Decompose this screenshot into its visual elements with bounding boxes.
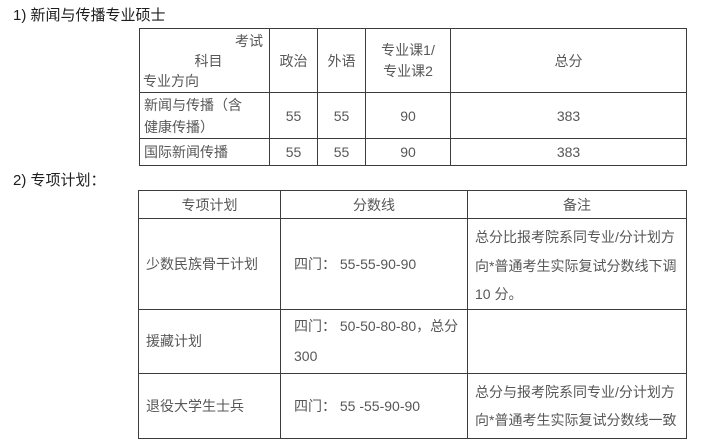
table-row: 援藏计划 四门： 50-50-80-80，总分 300	[138, 308, 687, 374]
section1-heading: 1) 新闻与传播专业硕士	[13, 7, 166, 24]
total-score-cell: 383	[450, 92, 687, 139]
remark-cell	[467, 308, 687, 374]
table-row: 退役大学生士兵 四门： 55 -55-90-90 总分与报考院系同专业/分计划方…	[138, 372, 687, 439]
masters-score-table: 考试 科目 专业方向 政治 外语 专业课1/ 专业课2 总分 新闻与传播（含 健…	[139, 28, 687, 166]
major-direction-cell: 新闻与传播（含 健康传播）	[139, 92, 270, 139]
total-score-column-header: 总分	[450, 28, 687, 93]
total-score-cell: 383	[450, 138, 687, 166]
politics-score-cell: 55	[269, 92, 318, 139]
remark-cell: 总分比报考院系同专业/分计划方 向*普通考生实际复试分数线下调 10 分。	[467, 218, 687, 310]
corner-direction-label: 专业方向	[143, 72, 199, 89]
plan-column-header: 专项计划	[138, 190, 281, 219]
major-course-column-header: 专业课1/ 专业课2	[365, 28, 451, 93]
remark-cell: 总分与报考院系同专业/分计划方 向*普通考生实际复试分数线一致	[467, 372, 687, 439]
major-score-cell: 90	[365, 138, 451, 166]
special-plan-header-row: 专项计划 分数线 备注	[138, 190, 687, 219]
masters-table-header-row: 考试 科目 专业方向 政治 外语 专业课1/ 专业课2 总分	[139, 28, 687, 93]
major-score-cell: 90	[365, 92, 451, 139]
corner-exam-label: 考试	[235, 32, 263, 49]
special-plan-table: 专项计划 分数线 备注 少数民族骨干计划 四门： 55-55-90-90 总分比…	[138, 190, 687, 439]
score-line-cell: 四门： 55 -55-90-90	[280, 372, 468, 439]
score-line-column-header: 分数线	[280, 190, 468, 219]
score-line-cell: 四门： 55-55-90-90	[280, 218, 468, 310]
plan-name-cell: 援藏计划	[138, 308, 281, 374]
plan-name-cell: 退役大学生士兵	[138, 372, 281, 439]
section2-heading: 2) 专项计划：	[13, 172, 106, 189]
remark-column-header: 备注	[467, 190, 687, 219]
corner-subject-label: 科目	[194, 52, 223, 69]
plan-name-cell: 少数民族骨干计划	[138, 218, 281, 310]
table-row: 少数民族骨干计划 四门： 55-55-90-90 总分比报考院系同专业/分计划方…	[138, 218, 687, 310]
politics-column-header: 政治	[269, 28, 318, 93]
foreign-score-cell: 55	[317, 138, 366, 166]
foreign-language-column-header: 外语	[317, 28, 366, 93]
politics-score-cell: 55	[269, 138, 318, 166]
foreign-score-cell: 55	[317, 92, 366, 139]
table-row: 国际新闻传播 55 55 90 383	[139, 138, 687, 166]
score-line-cell: 四门： 50-50-80-80，总分 300	[280, 308, 468, 374]
table-row: 新闻与传播（含 健康传播） 55 55 90 383	[139, 92, 687, 139]
corner-header-cell: 考试 科目 专业方向	[139, 28, 270, 93]
major-direction-cell: 国际新闻传播	[139, 138, 270, 166]
